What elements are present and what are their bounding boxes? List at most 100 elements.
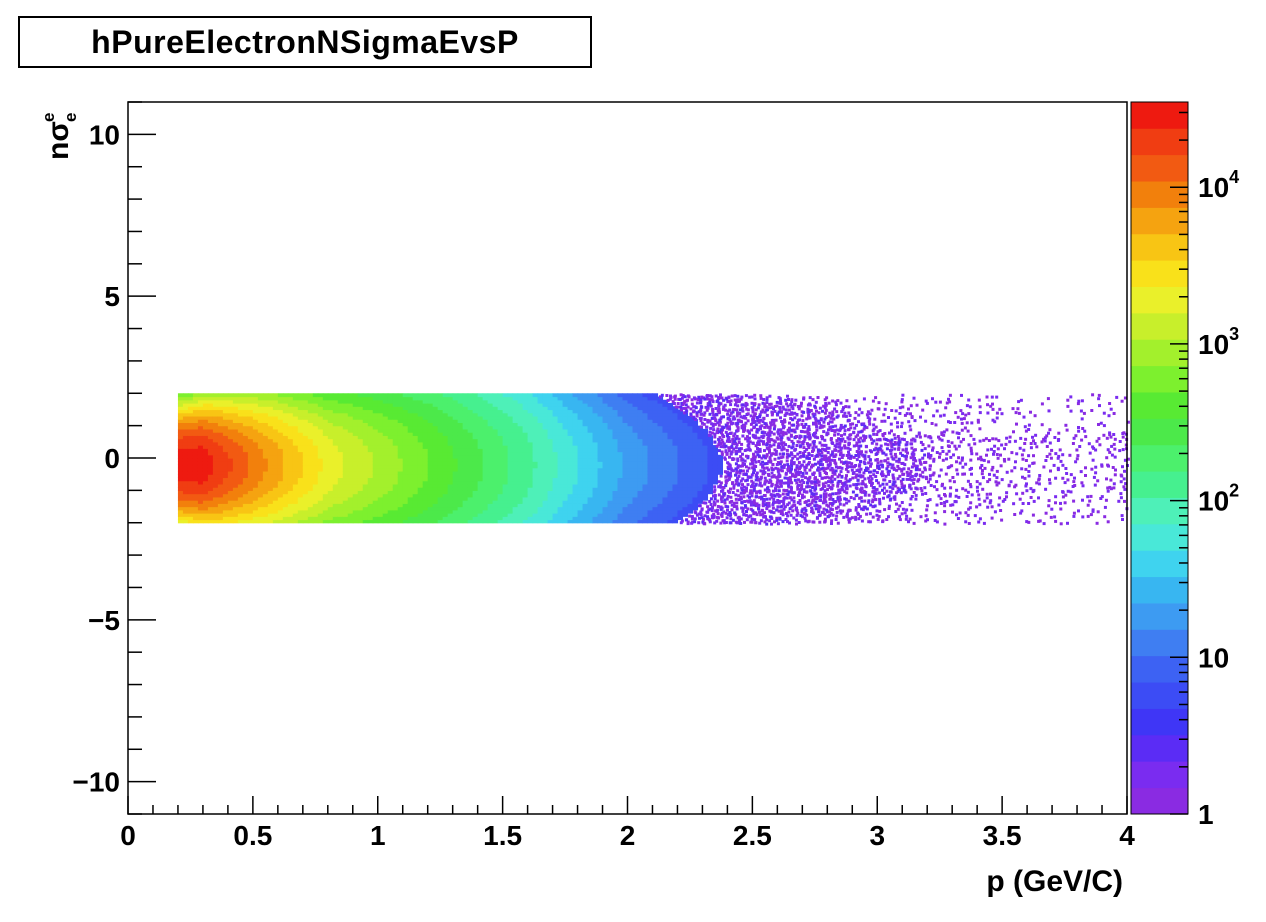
heatmap-cell — [725, 397, 729, 401]
heatmap-cell — [542, 425, 549, 430]
heatmap-cell — [602, 454, 609, 459]
heatmap-cell — [512, 402, 519, 407]
heatmap-cell — [487, 477, 494, 482]
heatmap-cell — [432, 490, 439, 495]
heatmap-cell — [632, 461, 639, 466]
heatmap-cell — [487, 503, 494, 508]
heatmap-cell — [457, 470, 464, 475]
heatmap-cell — [682, 474, 689, 479]
heatmap-cell — [192, 432, 199, 436]
heatmap-cell — [327, 474, 334, 479]
heatmap-cell — [387, 464, 394, 469]
heatmap-cell — [652, 402, 659, 407]
heatmap-cell — [292, 445, 299, 449]
heatmap-cell — [447, 496, 454, 501]
heatmap-cell — [322, 425, 329, 430]
heatmap-cell — [307, 500, 314, 504]
heatmap-cell — [477, 506, 484, 511]
heatmap-cell — [237, 438, 244, 443]
heatmap-cell — [562, 402, 569, 407]
heatmap-cell — [612, 454, 619, 459]
heatmap-cell — [257, 513, 264, 517]
heatmap-cell — [512, 396, 519, 401]
heatmap-cell — [232, 425, 239, 430]
heatmap-cell — [187, 428, 194, 433]
heatmap-cell — [587, 419, 594, 423]
heatmap-cell — [267, 406, 274, 411]
heatmap-cell — [267, 480, 274, 485]
heatmap-cell — [242, 506, 249, 511]
heatmap-cell — [697, 487, 704, 491]
heatmap-cell — [582, 467, 589, 472]
heatmap-cell — [457, 513, 464, 517]
heatmap-cell — [522, 461, 529, 466]
heatmap-cell — [277, 500, 284, 504]
heatmap-cell — [724, 408, 728, 412]
heatmap-cell — [482, 516, 489, 521]
heatmap-cell — [367, 396, 374, 401]
heatmap-cell — [482, 483, 489, 488]
heatmap-cell — [667, 493, 674, 498]
heatmap-cell — [407, 474, 414, 479]
heatmap-cell — [252, 477, 259, 482]
heatmap-cell — [592, 483, 599, 488]
heatmap-cell — [337, 474, 344, 479]
heatmap-cell — [442, 415, 449, 420]
heatmap-cell — [387, 415, 394, 420]
heatmap-cell — [751, 441, 755, 445]
heatmap-cell — [522, 435, 529, 440]
heatmap-cell — [312, 432, 319, 436]
heatmap-cell — [412, 480, 419, 485]
heatmap-cell — [617, 415, 624, 420]
heatmap-cell — [377, 461, 384, 466]
heatmap-cell — [452, 415, 459, 420]
heatmap-cell — [462, 406, 469, 411]
heatmap-cell — [402, 509, 409, 514]
heatmap-cell — [627, 474, 634, 479]
heatmap-cell — [482, 477, 489, 482]
heatmap-cell — [749, 414, 753, 418]
heatmap-cell — [637, 470, 644, 475]
heatmap-cell — [582, 428, 589, 433]
heatmap-cell — [242, 435, 249, 440]
heatmap-cell — [387, 428, 394, 433]
heatmap-cell — [482, 487, 489, 491]
heatmap-cell — [667, 412, 674, 417]
heatmap-cell — [227, 483, 234, 488]
heatmap-cell — [682, 441, 689, 446]
heatmap-cell — [437, 467, 444, 472]
heatmap-cell — [362, 402, 369, 407]
heatmap-cell — [182, 513, 189, 517]
heatmap-cell — [242, 445, 249, 449]
heatmap-cell — [719, 497, 723, 501]
heatmap-cell — [352, 409, 359, 414]
heatmap-cell — [607, 477, 614, 482]
heatmap-cell — [312, 419, 319, 423]
heatmap-cell — [567, 432, 574, 436]
heatmap-cell — [697, 480, 704, 485]
heatmap-cell — [758, 521, 762, 525]
heatmap-cell — [217, 396, 224, 401]
heatmap-cell — [567, 458, 574, 462]
heatmap-cell — [422, 415, 429, 420]
heatmap-cell — [367, 513, 374, 517]
heatmap-cell — [377, 454, 384, 459]
heatmap-cell — [327, 406, 334, 411]
heatmap-cell — [292, 454, 299, 459]
heatmap-cell — [642, 432, 649, 436]
heatmap-cell — [682, 509, 689, 514]
heatmap-cell — [627, 406, 634, 411]
heatmap-cell — [713, 432, 717, 436]
heatmap-cell — [212, 474, 219, 479]
heatmap-cell — [602, 425, 609, 430]
heatmap-cell — [417, 513, 424, 517]
heatmap-cell — [287, 474, 294, 479]
heatmap-cell — [703, 522, 707, 526]
heatmap-cell — [672, 519, 679, 524]
heatmap-cell — [277, 396, 284, 401]
heatmap-cell — [417, 441, 424, 446]
heatmap-cell — [267, 425, 274, 430]
heatmap-cell — [667, 483, 674, 488]
heatmap-cell — [657, 406, 664, 411]
heatmap-cell — [297, 480, 304, 485]
